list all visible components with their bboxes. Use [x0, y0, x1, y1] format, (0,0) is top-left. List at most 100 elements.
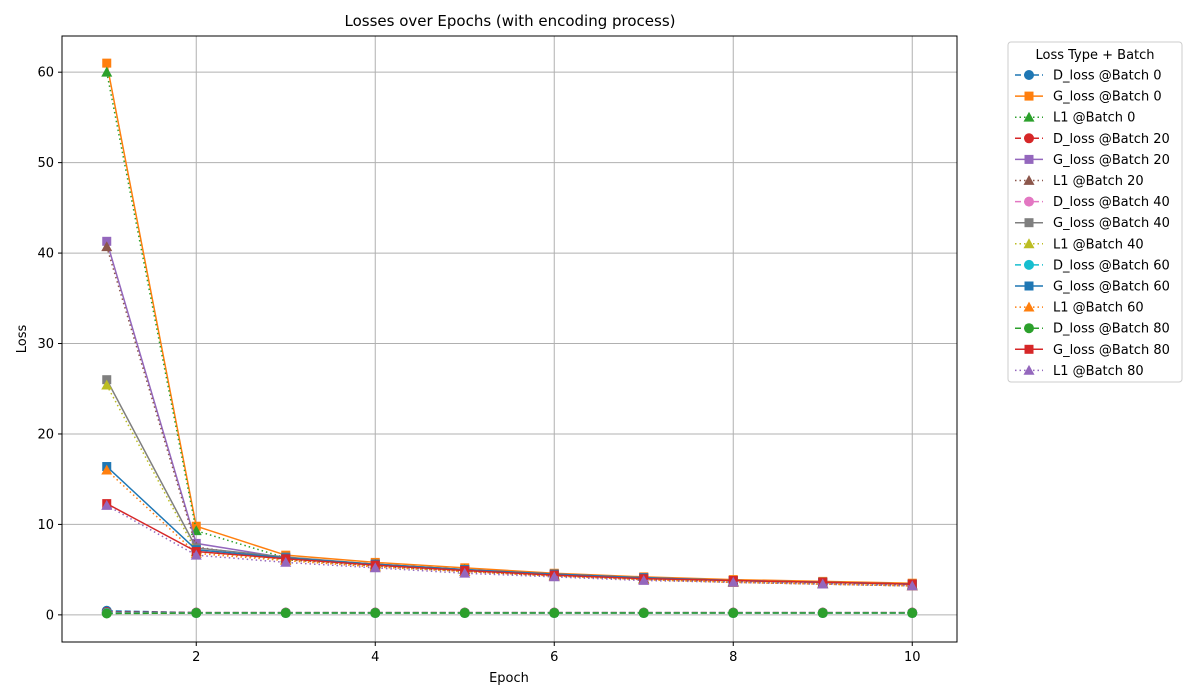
data-point [280, 556, 292, 567]
data-point [102, 58, 112, 68]
legend-item: L1 @Batch 20 [1015, 174, 1144, 189]
legend-items: D_loss @Batch 0 G_loss @Batch 0 L1 @Batch … [1015, 69, 1170, 379]
ticks: 2 4 6 8 10 0 10 20 30 40 50 60 [37, 66, 920, 665]
legend-marker [1024, 344, 1034, 354]
legend-label: D_loss @Batch 80 [1053, 322, 1170, 337]
y-tick-label: 60 [37, 66, 54, 81]
data-point [638, 574, 650, 585]
data-point [369, 562, 381, 573]
series-layer [101, 58, 918, 619]
y-axis-label: Loss [15, 325, 30, 354]
legend-item: G_loss @Batch 80 [1015, 343, 1170, 358]
data-point [101, 608, 112, 619]
data-point [548, 571, 560, 582]
legend-item: D_loss @Batch 20 [1015, 132, 1170, 147]
x-tick-label: 2 [192, 650, 200, 665]
legend-label: D_loss @Batch 0 [1053, 69, 1162, 84]
legend-marker [1023, 301, 1035, 312]
x-tick-label: 6 [550, 650, 558, 665]
legend-item: G_loss @Batch 60 [1015, 280, 1170, 295]
series-line [106, 504, 913, 587]
legend-marker [1024, 196, 1034, 207]
data-point [101, 379, 113, 390]
legend-label: L1 @Batch 20 [1053, 174, 1144, 189]
legend-label: L1 @Batch 0 [1053, 111, 1135, 126]
data-point [728, 608, 739, 619]
y-tick-label: 40 [37, 247, 54, 262]
legend-label: G_loss @Batch 40 [1053, 216, 1170, 231]
legend-item: L1 @Batch 80 [1015, 364, 1144, 379]
series-l1-batch-80 [101, 499, 918, 591]
legend-marker [1024, 91, 1034, 101]
legend-label: G_loss @Batch 80 [1053, 343, 1170, 358]
y-tick-label: 20 [37, 427, 54, 442]
x-tick-label: 4 [371, 650, 379, 665]
legend-title: Loss Type + Batch [1035, 48, 1154, 63]
x-tick-label: 8 [729, 650, 737, 665]
legend-label: D_loss @Batch 60 [1053, 258, 1170, 273]
legend-marker [1024, 218, 1034, 228]
legend-label: D_loss @Batch 40 [1053, 195, 1170, 210]
data-point [817, 608, 828, 619]
data-point [459, 567, 471, 578]
legend-label: L1 @Batch 60 [1053, 301, 1144, 316]
legend-label: G_loss @Batch 0 [1053, 90, 1162, 105]
data-point [906, 580, 918, 591]
legend-label: G_loss @Batch 60 [1053, 280, 1170, 295]
data-point [459, 608, 470, 619]
data-point [817, 578, 829, 589]
series-line [106, 62, 913, 584]
legend-item: L1 @Batch 0 [1015, 111, 1135, 126]
data-point [280, 608, 291, 619]
data-point [101, 66, 113, 77]
data-point [907, 608, 918, 619]
chart-title: Losses over Epochs (with encoding proces… [344, 12, 675, 30]
legend-item: D_loss @Batch 40 [1015, 195, 1170, 210]
y-tick-label: 0 [46, 608, 54, 623]
data-point [370, 608, 381, 619]
legend-marker [1024, 259, 1034, 270]
legend-item: D_loss @Batch 60 [1015, 258, 1170, 273]
data-point [101, 241, 113, 252]
series-line [106, 502, 913, 585]
data-point [101, 499, 113, 510]
legend-marker [1024, 154, 1034, 164]
legend-marker [1024, 281, 1034, 291]
data-point [101, 464, 113, 475]
legend-item: G_loss @Batch 0 [1015, 90, 1162, 105]
data-point [638, 608, 649, 619]
legend: Loss Type + Batch D_loss @Batch 0 G_loss … [1007, 41, 1183, 383]
legend-item: G_loss @Batch 40 [1015, 216, 1170, 231]
y-tick-label: 50 [37, 156, 54, 171]
legend-marker [1023, 111, 1035, 122]
series-line [106, 469, 913, 587]
legend-item: L1 @Batch 60 [1015, 301, 1144, 316]
series-d-loss-batch-80 [101, 608, 918, 619]
legend-item: D_loss @Batch 0 [1015, 69, 1162, 84]
data-point [549, 608, 560, 619]
legend-item: G_loss @Batch 20 [1015, 153, 1170, 168]
series-line [106, 72, 913, 586]
y-tick-label: 10 [37, 518, 54, 533]
x-axis-label: Epoch [489, 671, 529, 686]
legend-marker [1023, 238, 1035, 249]
legend-marker [1024, 133, 1034, 144]
legend-frame [1007, 41, 1183, 383]
y-tick-label: 30 [37, 337, 54, 352]
legend-item: D_loss @Batch 80 [1015, 322, 1170, 337]
grid [62, 36, 957, 642]
legend-label: D_loss @Batch 20 [1053, 132, 1170, 147]
data-point [191, 608, 202, 619]
legend-marker [1024, 70, 1034, 80]
legend-label: L1 @Batch 80 [1053, 364, 1144, 379]
data-point [727, 576, 739, 587]
legend-marker [1023, 175, 1035, 185]
legend-marker [1023, 364, 1035, 375]
data-point [190, 549, 202, 560]
x-tick-label: 10 [904, 650, 921, 665]
legend-label: G_loss @Batch 20 [1053, 153, 1170, 168]
legend-marker [1024, 323, 1034, 334]
legend-item: L1 @Batch 40 [1015, 237, 1144, 252]
plot-area-frame [61, 35, 958, 643]
